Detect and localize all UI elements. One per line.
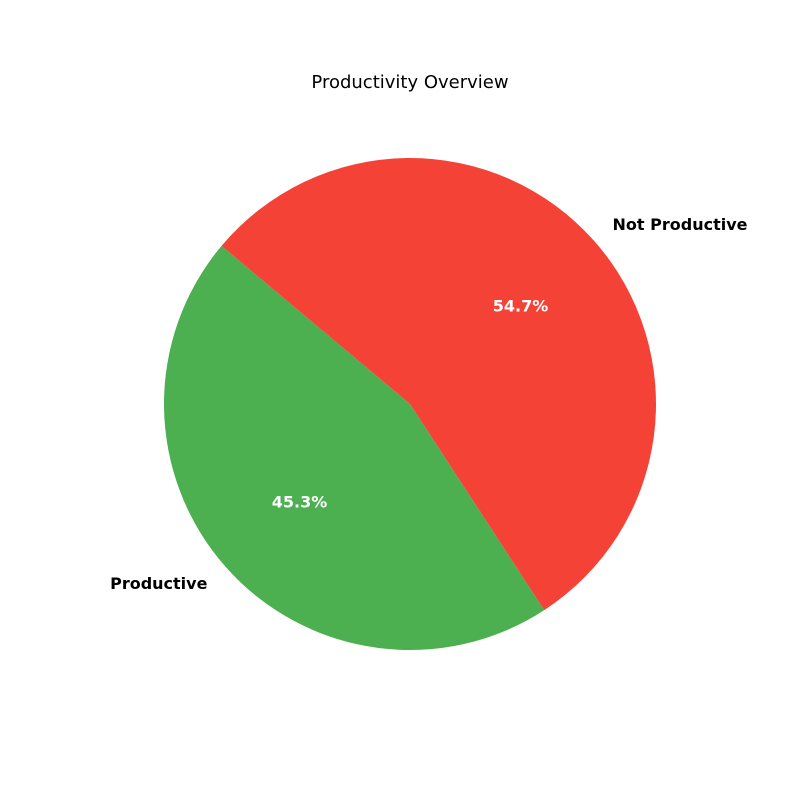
slice-percent-productive: 45.3% bbox=[272, 492, 328, 511]
pie-slice-productive bbox=[164, 245, 545, 650]
slice-label-not-productive: Not Productive bbox=[613, 215, 748, 234]
pie-slices bbox=[164, 157, 656, 650]
slice-label-productive: Productive bbox=[110, 574, 208, 593]
chart-title: Productivity Overview bbox=[311, 72, 508, 93]
pie-slice-not-productive bbox=[221, 157, 656, 611]
pie-labels: Productive 45.3% Not Productive 54.7% bbox=[110, 215, 748, 593]
slice-percent-not-productive: 54.7% bbox=[493, 297, 549, 316]
